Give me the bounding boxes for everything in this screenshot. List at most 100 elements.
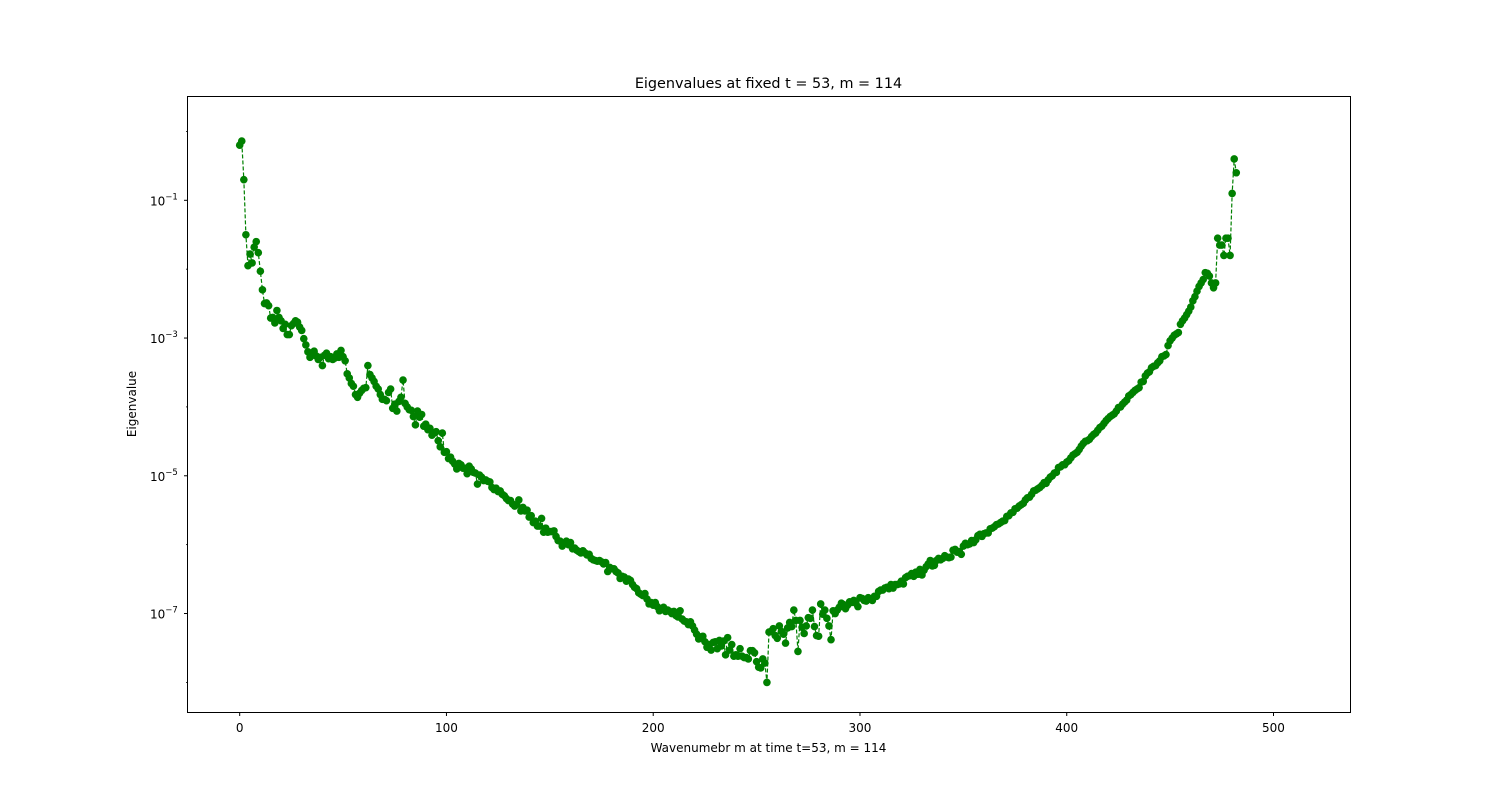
- data-point: [407, 406, 416, 415]
- x-tick-label: 100: [435, 721, 458, 735]
- x-tick-label: 0: [236, 721, 244, 735]
- data-point: [1213, 234, 1222, 242]
- data-point: [1232, 168, 1241, 177]
- data-point: [773, 634, 782, 643]
- data-point: [802, 622, 811, 630]
- data-point: [779, 630, 788, 638]
- data-point: [535, 522, 544, 530]
- data-point: [473, 480, 482, 488]
- data-point: [676, 606, 684, 615]
- series-layer: [235, 137, 1241, 687]
- data-point: [246, 250, 254, 258]
- data-point: [1205, 272, 1214, 280]
- data-point: [854, 602, 862, 611]
- data-point: [1186, 303, 1195, 311]
- data-point: [386, 385, 395, 393]
- data-point: [750, 648, 759, 657]
- data-point: [349, 382, 358, 391]
- data-point: [299, 334, 308, 343]
- data-point: [796, 616, 804, 625]
- x-tick-label: 300: [849, 721, 872, 735]
- data-point: [957, 550, 966, 559]
- data-point: [1226, 251, 1234, 260]
- data-point: [1199, 275, 1207, 284]
- data-point: [781, 639, 790, 647]
- data-point: [800, 629, 808, 638]
- data-point: [537, 514, 546, 523]
- data-point: [434, 436, 442, 445]
- data-point: [763, 678, 771, 687]
- data-point: [409, 412, 418, 421]
- data-point: [264, 301, 273, 310]
- data-point: [527, 511, 536, 520]
- data-point: [258, 286, 267, 294]
- data-point: [362, 383, 370, 392]
- data-point: [285, 330, 294, 339]
- data-point: [806, 614, 815, 623]
- data-point: [254, 248, 263, 257]
- y-axis-label: Eigenvalue: [125, 371, 139, 437]
- data-point: [397, 393, 405, 402]
- data-point: [566, 538, 575, 547]
- data-point: [515, 496, 523, 504]
- data-point: [794, 647, 802, 656]
- x-tick-label: 200: [642, 721, 665, 735]
- data-point: [736, 644, 744, 653]
- chart-title: Eigenvalues at fixed t = 53, m = 114: [635, 76, 902, 92]
- y-tick-label: 10−5: [150, 468, 178, 484]
- data-point: [318, 361, 327, 370]
- data-point: [248, 259, 256, 267]
- data-point: [816, 600, 825, 608]
- data-point: [1162, 350, 1170, 359]
- data-point: [827, 635, 835, 644]
- data-point: [242, 230, 250, 239]
- data-point: [281, 320, 289, 329]
- data-point: [1230, 155, 1239, 163]
- data-point: [899, 580, 908, 588]
- data-point: [1228, 189, 1236, 198]
- data-point: [341, 356, 349, 365]
- data-point: [825, 622, 833, 630]
- data-point: [1211, 279, 1220, 287]
- data-point: [271, 319, 279, 327]
- data-point: [393, 407, 401, 415]
- data-point: [382, 396, 391, 405]
- data-point: [252, 237, 261, 246]
- data-point: [399, 376, 407, 384]
- data-point: [821, 606, 829, 614]
- data-point: [1224, 234, 1232, 242]
- x-tick-label: 500: [1262, 721, 1285, 735]
- data-point: [436, 443, 445, 451]
- data-point: [790, 606, 798, 614]
- data-point: [707, 646, 715, 654]
- data-point: [237, 137, 246, 145]
- data-point: [240, 175, 248, 184]
- data-point: [364, 361, 372, 370]
- data-point: [727, 640, 736, 649]
- data-point: [442, 447, 451, 456]
- data-point: [256, 267, 265, 276]
- data-point: [1220, 251, 1228, 260]
- x-tick-label: 400: [1055, 721, 1078, 735]
- data-point: [947, 553, 955, 561]
- data-point: [744, 655, 753, 663]
- data-point: [808, 606, 817, 614]
- data-point: [273, 306, 281, 315]
- y-tick-label: 10−1: [150, 192, 178, 208]
- data-point: [761, 659, 769, 667]
- y-tick-label: 10−3: [150, 330, 178, 346]
- data-point: [769, 624, 777, 633]
- data-point: [432, 427, 440, 436]
- data-point: [787, 622, 796, 631]
- plot-frame: [187, 96, 1351, 713]
- data-point: [1218, 241, 1226, 249]
- data-point: [814, 632, 823, 641]
- data-point: [411, 421, 420, 429]
- x-axis-label: Wavenumebr m at time t=53, m = 114: [651, 741, 887, 755]
- data-point: [523, 506, 531, 515]
- data-point: [337, 346, 345, 355]
- data-point: [297, 326, 306, 335]
